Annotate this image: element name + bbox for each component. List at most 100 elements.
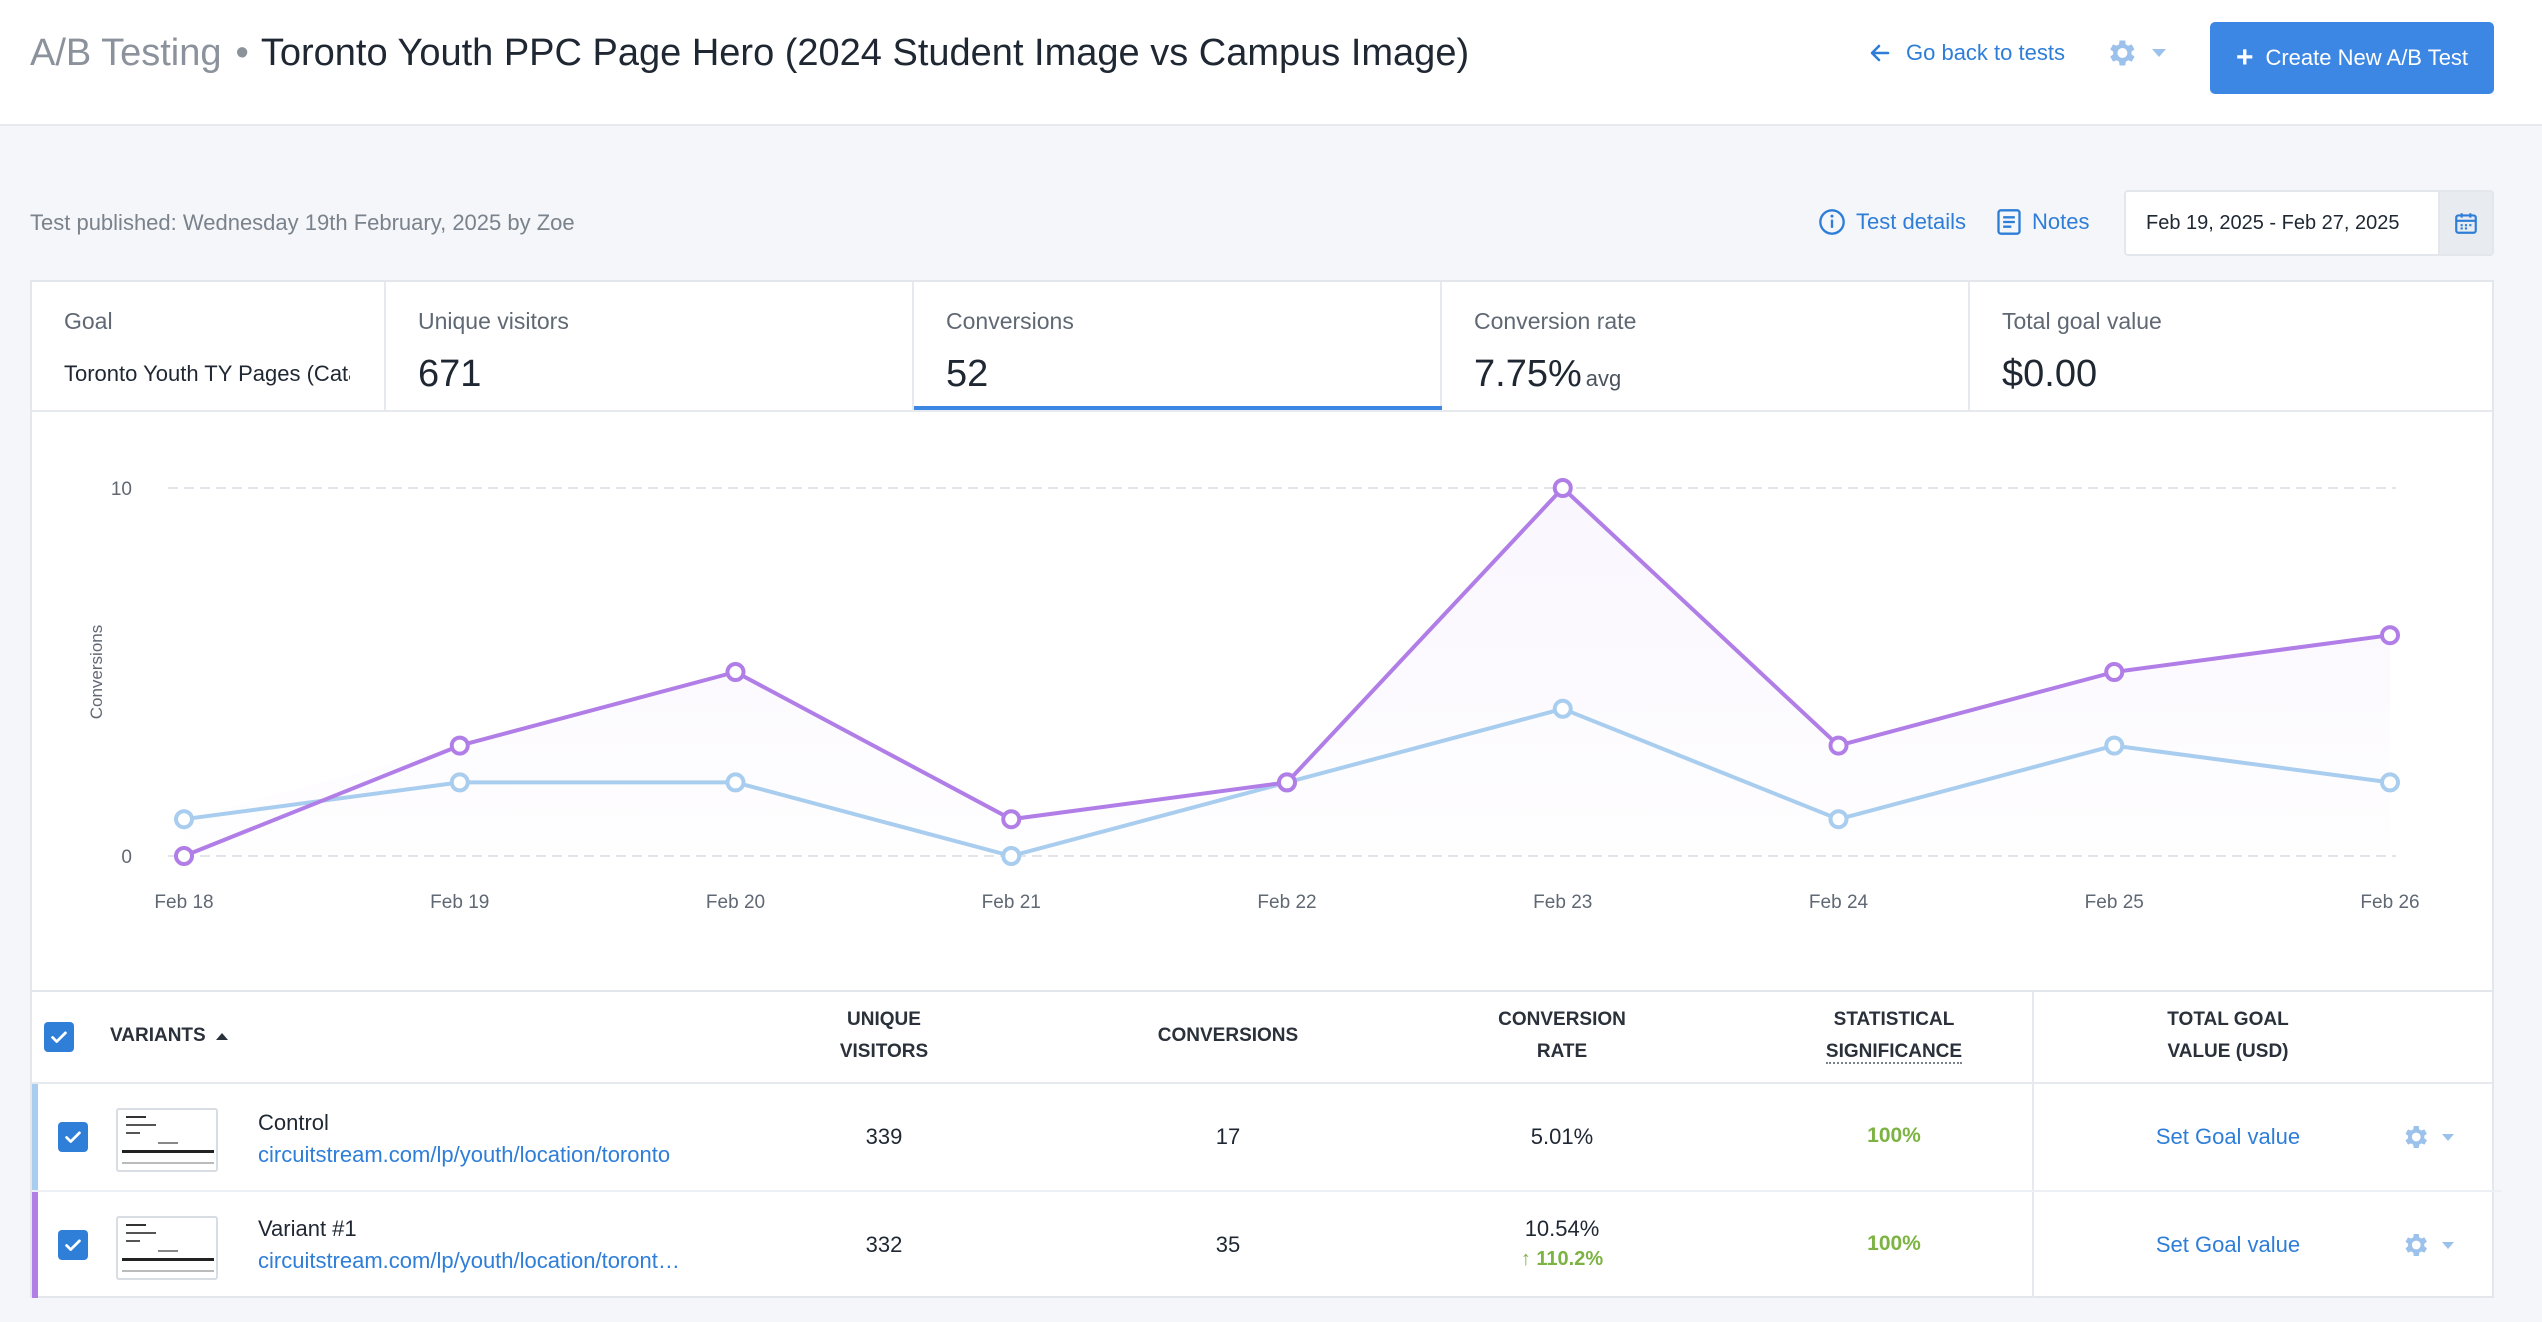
data-point-series-1	[1552, 478, 1573, 498]
go-back-label: Go back to tests	[1906, 40, 2065, 65]
stat-goal-value: Toronto Youth TY Pages (Catalog)	[64, 361, 350, 386]
create-ab-test-button[interactable]: + Create New A/B Test	[2210, 22, 2494, 94]
variants-header-label: VARIANTS	[110, 1025, 206, 1046]
sig-header-line2: SIGNIFICANCE	[1825, 1041, 1963, 1064]
checkmark-icon	[65, 1239, 81, 1251]
table-row: Variant #1 circuitstream.com/lp/youth/lo…	[32, 1192, 2492, 1298]
data-point-series-1	[174, 846, 194, 866]
variant-settings-menu[interactable]	[2400, 1230, 2454, 1260]
variants-table: VARIANTS UNIQUE VISITORS CONVERSIONS CON…	[30, 990, 2502, 1298]
total-goal-value-header: TOTAL GOAL VALUE (USD)	[2098, 1004, 2358, 1068]
data-point-series-0	[2104, 735, 2125, 756]
data-point-series-1	[1828, 735, 1849, 756]
variant-visitors: 332	[865, 1232, 903, 1257]
notes-icon	[1997, 209, 2021, 235]
variant-url-link[interactable]: circuitstream.com/lp/youth/location/toro…	[258, 1142, 671, 1167]
variant-thumbnail[interactable]	[116, 1108, 218, 1172]
chevron-down-icon	[2152, 49, 2166, 57]
stat-rate-value-wrap: 7.75% avg	[1474, 353, 1968, 396]
published-info: Test published: Wednesday 19th February,…	[30, 210, 575, 235]
stat-rate-label: Conversion rate	[1474, 308, 1637, 334]
calendar-icon[interactable]	[2438, 192, 2492, 254]
y-tick-label: 10	[111, 479, 132, 500]
conversions-chart: 0 10 Conversions Feb 18 Feb 19 Feb 20 Feb 21 Fe…	[87, 478, 2420, 913]
stat-conversion-rate[interactable]: Conversion rate 7.75% avg	[1442, 282, 1970, 410]
data-point-series-1	[1001, 809, 1022, 830]
variant-significance: 100%	[1867, 1232, 1921, 1255]
variant-color-bar	[32, 1192, 38, 1298]
conversion-rate-header: CONVERSION RATE	[1432, 1004, 1692, 1068]
set-goal-value-link[interactable]: Set Goal value	[2155, 1124, 2301, 1149]
sig-header-line1: STATISTICAL	[1833, 1009, 1955, 1030]
gear-icon	[2405, 1234, 2427, 1256]
visitors-header-line1: UNIQUE	[847, 1009, 921, 1030]
data-point-series-0	[449, 772, 470, 793]
table-header: VARIANTS UNIQUE VISITORS CONVERSIONS CON…	[32, 992, 2492, 1084]
stat-goal[interactable]: Goal Toronto Youth TY Pages (Catalog)	[32, 282, 386, 410]
data-point-series-0	[1828, 809, 1849, 830]
variant-name: Control	[258, 1110, 329, 1135]
table-row: Control circuitstream.com/lp/youth/locat…	[32, 1084, 2502, 1192]
y-tick-label: 0	[121, 847, 132, 868]
x-tick-label: Feb 19	[430, 892, 489, 913]
variant-name: Variant #1	[258, 1216, 357, 1241]
x-tick-label: Feb 25	[2085, 892, 2144, 913]
rate-header-line2: RATE	[1536, 1041, 1588, 1062]
plus-icon: +	[2235, 41, 2254, 74]
breadcrumb-section[interactable]: A/B Testing	[30, 32, 222, 74]
notes-link[interactable]: Notes	[1996, 208, 2089, 236]
gear-icon	[2405, 1126, 2427, 1148]
stat-unique-visitors[interactable]: Unique visitors 671	[386, 282, 914, 410]
breadcrumb: A/B Testing • Toronto Youth PPC Page Hero …	[30, 32, 1469, 75]
variant-conversions: 35	[1215, 1232, 1241, 1257]
chart-area-fill	[184, 488, 2390, 856]
variants-column-header[interactable]: VARIANTS	[110, 1020, 228, 1052]
goal-header-line2: VALUE (USD)	[2167, 1041, 2289, 1062]
data-point-series-1	[2380, 625, 2400, 646]
set-goal-value-link[interactable]: Set Goal value	[2155, 1232, 2301, 1257]
stat-total-goal-value[interactable]: Total goal value $0.00	[1970, 282, 2492, 410]
statistical-significance-header[interactable]: STATISTICAL SIGNIFICANCE	[1764, 1004, 2024, 1068]
y-axis-label: Conversions	[87, 625, 106, 720]
variant-conversion-rate: 5.01%	[1530, 1124, 1594, 1149]
stats-bar: Goal Toronto Youth TY Pages (Catalog) Un…	[30, 280, 2494, 410]
x-tick-label: Feb 23	[1533, 892, 1592, 913]
data-point-series-1	[2104, 662, 2125, 682]
test-settings-menu[interactable]	[2104, 36, 2166, 70]
stat-goal-value-label: Total goal value	[2002, 308, 2162, 334]
row-select-checkbox[interactable]	[58, 1122, 88, 1152]
data-point-series-0	[725, 772, 746, 793]
create-ab-test-label: Create New A/B Test	[2265, 45, 2469, 70]
variant-lift: ↑ 110.2%	[1520, 1248, 1604, 1270]
variant-settings-menu[interactable]	[2400, 1122, 2454, 1152]
chevron-down-icon	[2442, 1241, 2454, 1249]
variant-conversion-rate: 10.54%	[1524, 1216, 1600, 1241]
row-divider	[32, 1190, 2502, 1192]
select-all-checkbox[interactable]	[44, 1022, 74, 1052]
data-point-series-0	[174, 809, 194, 830]
variant-thumbnail[interactable]	[116, 1216, 218, 1280]
data-point-series-1	[725, 662, 746, 682]
x-tick-label: Feb 26	[2360, 892, 2419, 913]
arrow-left-icon	[1870, 44, 1890, 62]
variant-visitors: 339	[865, 1124, 903, 1149]
test-details-link[interactable]: Test details	[1818, 208, 1966, 236]
conversions-header: CONVERSIONS	[1157, 1025, 1299, 1046]
data-point-series-0	[1001, 846, 1022, 866]
variant-url-link[interactable]: circuitstream.com/lp/youth/location/toro…	[258, 1248, 680, 1273]
x-tick-label: Feb 18	[154, 892, 213, 913]
stat-rate-value: 7.75%	[1474, 353, 1582, 395]
go-back-link[interactable]: Go back to tests	[1868, 40, 2065, 66]
page-header: A/B Testing • Toronto Youth PPC Page Hero …	[0, 0, 2542, 126]
stat-conversions[interactable]: Conversions 52	[914, 282, 1442, 410]
x-tick-label: Feb 24	[1809, 892, 1869, 913]
page-title: Toronto Youth PPC Page Hero (2024 Studen…	[260, 32, 1470, 74]
data-point-series-0	[2380, 772, 2400, 793]
date-range-value: Feb 19, 2025 - Feb 27, 2025	[2146, 211, 2400, 234]
x-tick-label: Feb 21	[982, 892, 1041, 913]
date-range-picker[interactable]: Feb 19, 2025 - Feb 27, 2025	[2124, 190, 2494, 256]
gear-icon	[2110, 40, 2135, 66]
row-select-checkbox[interactable]	[58, 1230, 88, 1260]
stat-visitors-label: Unique visitors	[418, 308, 569, 334]
stat-conversions-label: Conversions	[946, 308, 1074, 334]
